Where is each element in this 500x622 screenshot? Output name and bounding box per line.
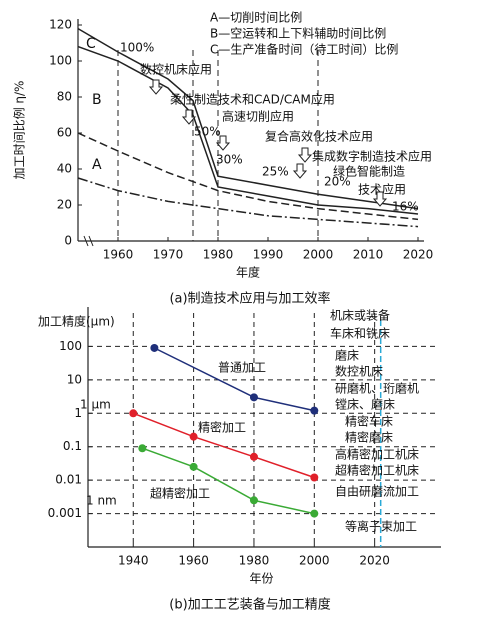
annotation: 复合高效化技术应用 <box>265 129 373 144</box>
equipment-label: 数控机床 <box>335 364 383 379</box>
unit-label: 1 nm <box>86 494 117 508</box>
y-tick-label: 100 <box>49 54 72 68</box>
annotation: 25% <box>262 165 289 179</box>
annotation: 柔性制造技术和CAD/CAM应用 <box>170 92 335 107</box>
equipment-label: 磨床 <box>335 349 359 363</box>
down-arrow <box>297 147 313 163</box>
y-tick-label: 0.1 <box>63 439 82 453</box>
down-arrow <box>148 79 164 95</box>
y-tick-label: 40 <box>57 162 72 176</box>
unit-label: 1 μm <box>80 398 111 412</box>
marker <box>249 393 258 402</box>
down-arrow <box>372 191 388 207</box>
series-line <box>77 27 419 210</box>
y-tick-label: 80 <box>57 90 72 104</box>
series-label: 普通加工 <box>218 361 266 375</box>
region-label: A <box>92 157 102 173</box>
legend-line: A—切削时间比例 <box>210 11 302 25</box>
marker <box>129 409 138 418</box>
marker <box>249 496 258 505</box>
annotation: 绿色智能制造 <box>333 164 405 179</box>
y-tick-label: 120 <box>49 18 72 32</box>
y-tick-label: 20 <box>57 198 72 212</box>
axis-break <box>83 235 94 247</box>
marker <box>138 444 147 453</box>
x-tick-label: 1990 <box>253 248 284 262</box>
x-axis-label: 年度 <box>236 265 260 280</box>
x-tick-label: 1960 <box>103 248 134 262</box>
series-line <box>154 347 315 412</box>
down-arrow <box>292 163 308 179</box>
annotation: 16% <box>392 200 419 214</box>
region-label: C <box>86 36 96 52</box>
series-line <box>77 45 419 215</box>
annotation: 100% <box>120 41 154 55</box>
series-line <box>133 412 315 479</box>
y-tick-label: 0 <box>64 234 72 248</box>
legend-line: B—空运转和上下料辅助时间比例 <box>210 26 386 41</box>
x-axis-label: 年份 <box>249 572 273 586</box>
annotation: 50% <box>194 125 221 139</box>
equipment-label: 车床和铣床 <box>330 326 390 341</box>
y-axis-label: 加工时间比例 η/% <box>13 81 27 180</box>
equipment-label: 精密磨床 <box>345 430 393 445</box>
caption: (a)制造技术应用与加工效率 <box>169 291 330 307</box>
marker <box>249 452 258 461</box>
region-label: B <box>92 92 102 108</box>
y-axis-label: 加工精度(μm) <box>38 314 115 329</box>
x-tick-label: 1940 <box>118 554 149 568</box>
down-arrow <box>215 135 231 151</box>
annotation: 技术应用 <box>358 182 406 197</box>
y-tick-label: 10 <box>67 372 82 386</box>
series-label: 精密加工 <box>198 420 246 435</box>
marker <box>310 406 319 415</box>
down-arrow <box>181 109 197 125</box>
x-tick-label: 2020 <box>403 248 434 262</box>
y-tick-label: 60 <box>57 126 72 140</box>
equipment-label: 自由研磨流加工 <box>335 485 419 499</box>
y-tick-label: 0.01 <box>55 473 82 487</box>
x-tick-label: 2020 <box>359 554 390 568</box>
equipment-label: 超精密加工机床 <box>335 463 419 478</box>
marker <box>150 343 159 352</box>
marker <box>189 462 198 471</box>
series-label: 超精密加工 <box>150 486 210 501</box>
equipment-label: 机床或装备 <box>330 309 390 323</box>
y-tick-label: 1 <box>74 406 82 420</box>
x-tick-label: 1960 <box>178 554 209 568</box>
equipment-label: 研磨机、珩磨机 <box>335 382 419 396</box>
x-tick-label: 2010 <box>353 248 384 262</box>
annotation: 集成数字制造技术应用 <box>312 149 432 164</box>
series-line <box>77 177 419 228</box>
annotation: 数控机床应用 <box>140 62 212 77</box>
y-tick-label: 0.001 <box>48 506 82 520</box>
y-tick-label: 100 <box>59 339 82 353</box>
equipment-label: 高精密加工机床 <box>335 447 419 462</box>
equipment-label: 等离子束加工 <box>345 519 417 534</box>
x-tick-label: 1980 <box>203 248 234 262</box>
legend-line: C—生产准备时间（待工时间）比例 <box>210 43 398 57</box>
annotation: 高速切削应用 <box>222 109 294 124</box>
equipment-label: 精密车床 <box>345 414 393 429</box>
x-tick-label: 2000 <box>303 248 334 262</box>
marker <box>310 473 319 482</box>
caption: (b)加工工艺装备与加工精度 <box>169 597 330 613</box>
annotation: 30% <box>216 153 243 167</box>
equipment-label: 镗床、磨床 <box>335 398 395 412</box>
marker <box>189 432 198 441</box>
series-line <box>142 447 315 515</box>
annotation: 20% <box>324 175 351 189</box>
x-tick-label: 1980 <box>239 554 270 568</box>
x-tick-label: 1970 <box>153 248 184 262</box>
x-tick-label: 2000 <box>299 554 330 568</box>
marker <box>310 509 319 518</box>
